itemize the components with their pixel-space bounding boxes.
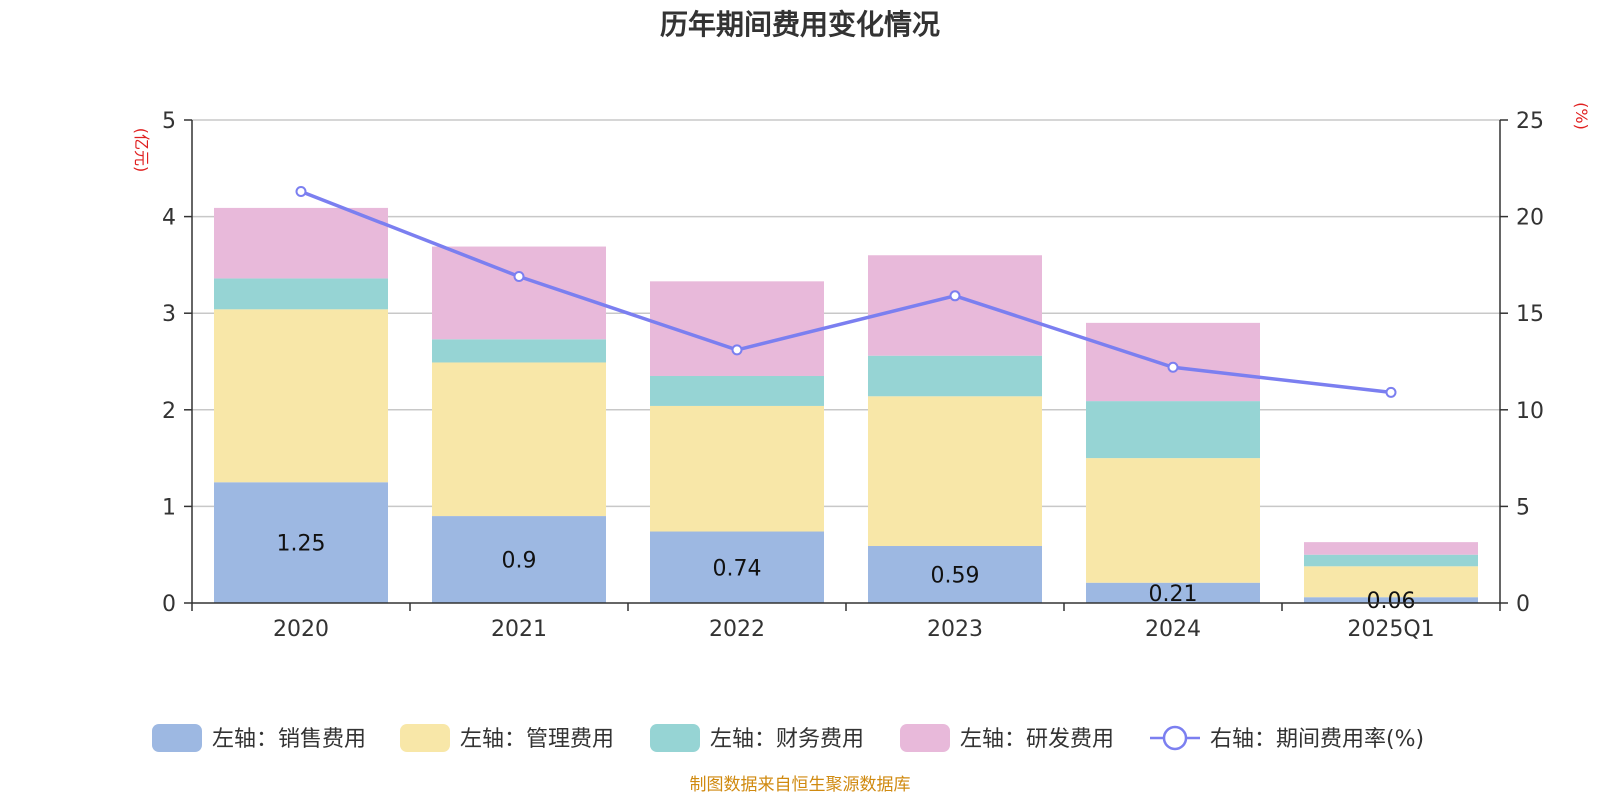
bar-segment <box>650 531 824 603</box>
x-tick-label: 2020 <box>273 617 329 642</box>
data-label: 0.9 <box>502 549 537 574</box>
legend-label: 左轴：管理费用 <box>460 727 614 752</box>
left-tick-label: 2 <box>162 399 176 424</box>
x-tick-label: 2023 <box>927 617 983 642</box>
rate-point <box>295 185 307 197</box>
bar-segment <box>1304 566 1478 598</box>
bar-segment <box>214 278 388 310</box>
legend-label: 右轴：期间费用率(%) <box>1210 727 1424 752</box>
axes: 0 1 2 3 4 5 0 5 10 15 20 25 2020 2021 2022 2023 2024 2025… <box>162 109 1544 642</box>
rate-point <box>949 290 961 302</box>
data-label: 0.06 <box>1367 589 1416 614</box>
bar-series <box>214 207 1478 603</box>
left-tick-label: 4 <box>162 206 176 231</box>
bar-segment <box>1304 554 1478 567</box>
source-note: 制图数据来自恒生聚源数据库 <box>690 775 911 795</box>
grid-lines <box>192 119 1500 508</box>
bar-segment <box>868 355 1042 397</box>
bar-segment <box>1086 582 1260 603</box>
legend: 左轴：销售费用 左轴：管理费用 左轴：财务费用 左轴：研发费用 右轴：期间费用率(%) <box>152 724 1424 752</box>
data-label: 0.74 <box>713 556 762 581</box>
rate-point <box>1385 386 1397 398</box>
rate-point <box>513 270 525 282</box>
x-tick-label: 2022 <box>709 617 765 642</box>
right-tick-label: 10 <box>1516 399 1544 424</box>
data-label: 1.25 <box>277 532 326 557</box>
data-label: 0.59 <box>931 564 980 589</box>
left-tick-label: 3 <box>162 302 176 327</box>
rate-line <box>300 189 1392 395</box>
chart-title: 历年期间费用变化情况 <box>660 8 940 41</box>
rate-point <box>1167 361 1179 373</box>
x-tick-label: 2021 <box>491 617 547 642</box>
right-tick-label: 20 <box>1516 206 1544 231</box>
right-tick-label: 5 <box>1516 495 1530 520</box>
bar-segment <box>214 207 388 279</box>
legend-swatch <box>400 724 450 752</box>
right-axis-unit: (%) <box>1572 102 1591 130</box>
bar-segment <box>1304 542 1478 555</box>
bar-segment <box>432 246 606 340</box>
legend-swatch <box>900 724 950 752</box>
bar-segment <box>650 405 824 532</box>
legend-label: 左轴：研发费用 <box>960 727 1114 752</box>
right-tick-label: 15 <box>1516 302 1544 327</box>
bar-segment <box>214 309 388 483</box>
bar-segment <box>1086 458 1260 583</box>
legend-label: 左轴：销售费用 <box>212 727 366 752</box>
left-axis-unit: (亿元) <box>132 128 151 173</box>
rate-point <box>731 344 743 356</box>
right-tick-label: 0 <box>1516 592 1530 617</box>
x-tick-label: 2024 <box>1145 617 1201 642</box>
legend-label: 左轴：财务费用 <box>710 727 864 752</box>
bar-segment <box>868 396 1042 547</box>
line-series <box>295 185 1397 398</box>
x-tick-label: 2025Q1 <box>1347 617 1434 642</box>
bar-segment <box>868 546 1042 603</box>
bar-segment <box>868 255 1042 356</box>
bar-segment <box>650 375 824 406</box>
legend-marker <box>1162 725 1188 751</box>
bar-segment <box>432 516 606 603</box>
bar-segment <box>1086 401 1260 459</box>
legend-swatch <box>152 724 202 752</box>
bar-segment <box>214 482 388 603</box>
left-tick-label: 1 <box>162 495 176 520</box>
legend-swatch <box>650 724 700 752</box>
left-tick-label: 0 <box>162 592 176 617</box>
right-tick-label: 25 <box>1516 109 1544 134</box>
bar-segment <box>432 339 606 363</box>
bar-segment <box>1304 597 1478 603</box>
bar-segment <box>432 362 606 517</box>
left-tick-label: 5 <box>162 109 176 134</box>
